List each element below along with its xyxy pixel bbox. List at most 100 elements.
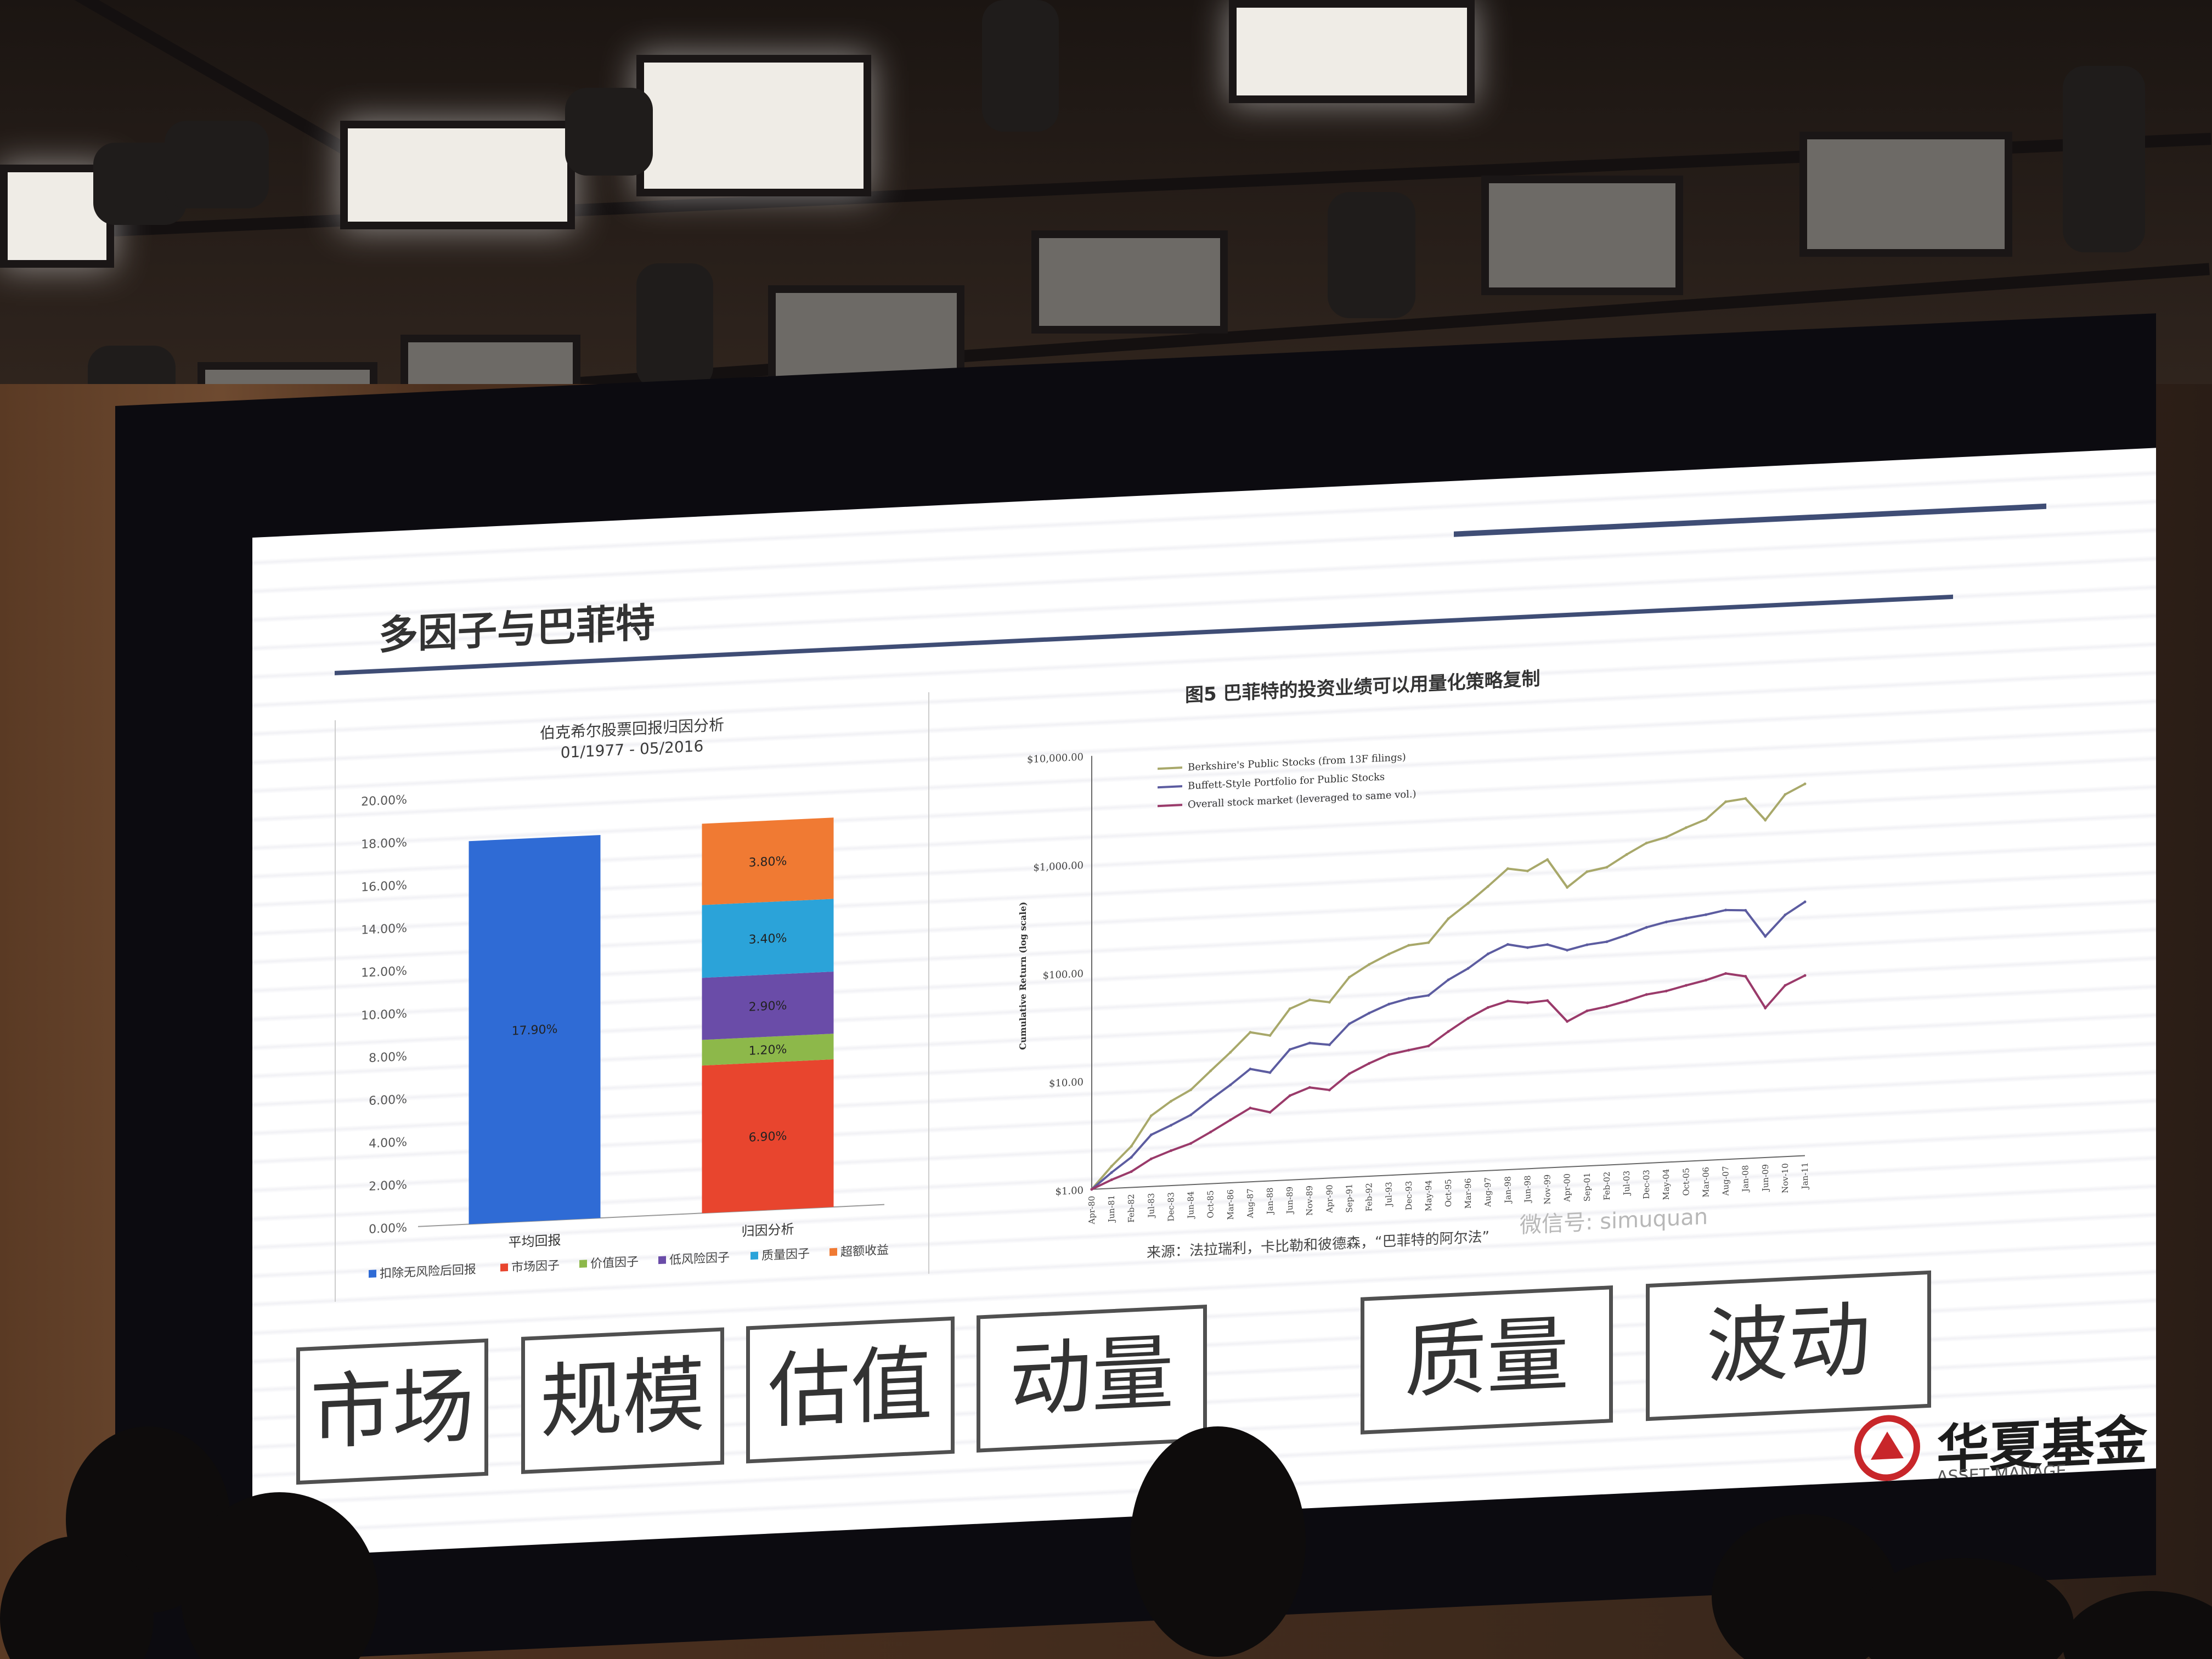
x-tick-label: Jan-88 xyxy=(1265,1187,1275,1216)
x-tick-label: Apr-00 xyxy=(1562,1173,1572,1203)
series-point xyxy=(1506,1000,1509,1003)
y-tick-label: $1,000.00 xyxy=(1033,860,1084,873)
series-point xyxy=(1704,979,1707,982)
bar-segment xyxy=(702,1059,834,1214)
moving-head-light xyxy=(2063,66,2145,252)
series-point xyxy=(1169,1124,1172,1127)
x-category-label: 平均回报 xyxy=(509,1232,561,1250)
x-tick-label: Apr-80 xyxy=(1087,1195,1097,1225)
x-tick-label: Jun-89 xyxy=(1285,1186,1295,1215)
y-tick-label: 14.00% xyxy=(361,922,407,938)
series-point xyxy=(1803,900,1807,904)
series-line xyxy=(1091,783,1805,1190)
x-tick-label: Jun-98 xyxy=(1522,1175,1532,1204)
series-point xyxy=(1407,944,1410,947)
bar-data-label: 3.40% xyxy=(749,932,787,947)
legend-label: Berkshire's Public Stocks (from 13F fili… xyxy=(1188,752,1406,774)
legend-label: Overall stock market (leveraged to same … xyxy=(1188,788,1417,811)
series-point xyxy=(1546,999,1549,1002)
y-tick-label: $10.00 xyxy=(1049,1076,1084,1090)
series-point xyxy=(1368,1062,1371,1065)
series-point xyxy=(1130,1144,1133,1148)
series-point xyxy=(1784,793,1787,796)
series-line xyxy=(1091,901,1806,1190)
stage-light xyxy=(636,55,871,196)
x-tick-label: Nov-89 xyxy=(1305,1186,1314,1216)
x-axis-line xyxy=(1092,1155,1805,1190)
series-point xyxy=(1288,1007,1291,1011)
x-tick-label: May-04 xyxy=(1661,1169,1671,1200)
series-point xyxy=(1784,984,1787,987)
series-point xyxy=(1347,1072,1351,1075)
moving-head-light xyxy=(1328,192,1415,318)
series-point xyxy=(1130,1170,1133,1173)
series-point xyxy=(1209,1098,1212,1101)
series-point xyxy=(1764,1006,1767,1009)
replication-line-chart: 图5 巴菲特的投资业绩可以用量化策略复制 $1.00 $10.00 $100.00 $… xyxy=(966,619,2008,1272)
bar-data-label: 17.90% xyxy=(512,1023,558,1039)
series-point xyxy=(1427,941,1430,944)
series-point xyxy=(1566,1020,1569,1023)
bar-segment xyxy=(702,1034,834,1066)
series-point xyxy=(1308,1086,1311,1089)
legend-swatch xyxy=(751,1251,758,1260)
series-point xyxy=(1249,1107,1252,1110)
legend-swatch xyxy=(1158,804,1182,808)
series-point xyxy=(1149,1157,1153,1160)
legend-swatch xyxy=(579,1260,587,1268)
x-tick-label: Jun-09 xyxy=(1760,1164,1770,1193)
presentation-slide: 多因子与巴菲特 伯克希尔股票回报归因分析 01/1977 - 05/2016 0… xyxy=(252,448,2156,1559)
x-tick-label: Jul-83 xyxy=(1146,1193,1156,1218)
x-tick-label: Mar-96 xyxy=(1463,1178,1473,1209)
series-point xyxy=(1328,1043,1331,1046)
legend-swatch xyxy=(658,1256,666,1265)
series-point xyxy=(1229,1051,1232,1054)
x-tick-label: Nov-99 xyxy=(1543,1174,1553,1205)
bar-data-label: 1.20% xyxy=(749,1043,787,1058)
series-point xyxy=(1090,1188,1093,1191)
bar-data-label: 6.90% xyxy=(749,1130,787,1145)
series-point xyxy=(1229,1084,1232,1087)
x-tick-label: Oct-85 xyxy=(1206,1190,1216,1218)
y-tick-label: 8.00% xyxy=(369,1050,407,1065)
series-point xyxy=(1288,1048,1291,1051)
series-point xyxy=(1209,1069,1212,1073)
bar-segment xyxy=(702,972,834,1040)
y-tick-label: 18.00% xyxy=(361,836,407,852)
series-point xyxy=(1585,943,1589,946)
audience-head xyxy=(1130,1426,1306,1657)
series-point xyxy=(1585,1009,1589,1013)
series-point xyxy=(1110,1165,1113,1168)
legend-label: 低风险因子 xyxy=(669,1251,730,1267)
series-point xyxy=(1268,1034,1272,1037)
x-tick-label: Feb-92 xyxy=(1364,1183,1374,1212)
x-tick-label: Jan-08 xyxy=(1741,1165,1751,1193)
legend-label: 价值因子 xyxy=(590,1255,639,1271)
y-tick-label: 10.00% xyxy=(361,1007,407,1023)
title-accent-rule xyxy=(1454,503,2046,537)
series-point xyxy=(1526,1001,1529,1005)
factor-box-value: 估值 xyxy=(746,1316,955,1464)
factor-box-size: 规模 xyxy=(521,1327,724,1474)
series-point xyxy=(1506,867,1509,870)
x-tick-label: Jul-03 xyxy=(1622,1170,1632,1196)
x-tick-label: May-94 xyxy=(1424,1180,1434,1211)
factor-box-market: 市场 xyxy=(296,1338,488,1485)
y-tick-label: 16.00% xyxy=(361,879,407,895)
series-point xyxy=(1744,975,1747,978)
series-point xyxy=(1724,972,1728,975)
y-tick-label: $10,000.00 xyxy=(1027,752,1084,766)
series-point xyxy=(1249,1031,1252,1034)
series-point xyxy=(1189,1113,1193,1116)
series-point xyxy=(1486,885,1489,888)
series-point xyxy=(1664,989,1668,992)
series-point xyxy=(1466,901,1470,905)
legend-label: 扣除无风险后回报 xyxy=(380,1263,476,1281)
series-point xyxy=(1249,1068,1252,1071)
legend-swatch xyxy=(1158,785,1182,789)
series-point xyxy=(1130,1155,1133,1159)
bar-segment xyxy=(702,817,834,905)
series-point xyxy=(1546,858,1549,861)
y-axis-label: Cumulative Return (log scale) xyxy=(1018,901,1028,1050)
y-tick-label: 6.00% xyxy=(369,1093,407,1108)
